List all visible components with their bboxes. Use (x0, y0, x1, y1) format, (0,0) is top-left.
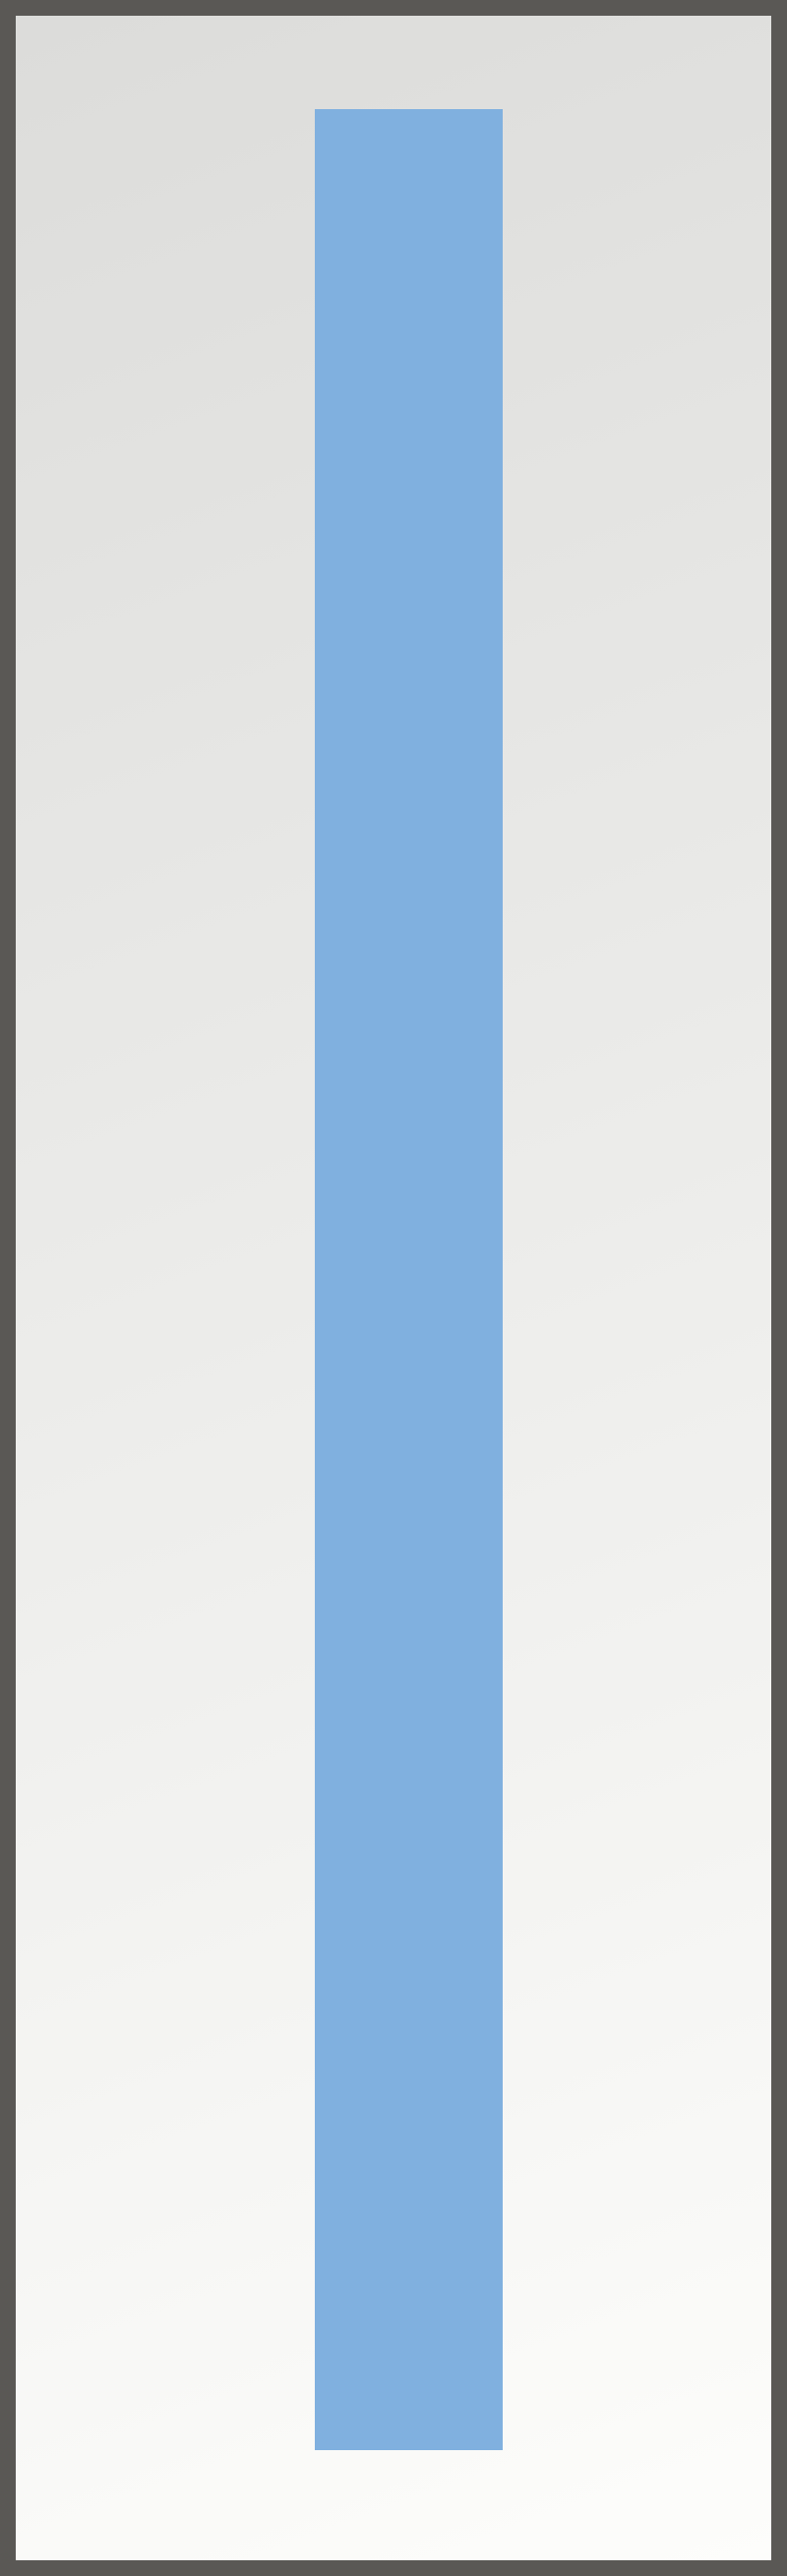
vertical-bar (315, 109, 503, 2450)
